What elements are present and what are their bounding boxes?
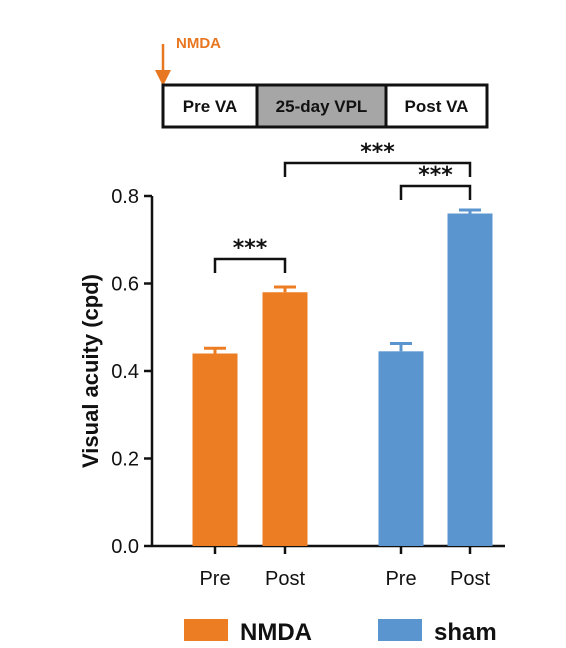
bar-sham-pre (378, 351, 424, 546)
y-tick-label: 0.4 (111, 361, 139, 383)
y-axis-title: Visual acuity (cpd) (78, 274, 103, 468)
timeline-box-vpl-label: 25-day VPL (276, 97, 368, 116)
significance-brackets: *** *** *** (213, 140, 472, 273)
timeline-box-pre-label: Pre VA (183, 97, 238, 116)
injection-arrow-icon (155, 44, 171, 86)
legend-label-nmda: NMDA (240, 619, 312, 646)
timeline-box-post (384, 83, 489, 129)
y-tick-label: 0.8 (111, 186, 139, 208)
timeline-box-post-label: Post VA (405, 97, 469, 116)
bars (192, 213, 493, 546)
y-ticks: 0.0 0.2 0.4 0.6 0.8 (111, 186, 152, 558)
legend-label-sham: sham (434, 619, 497, 646)
y-tick-label: 0.0 (111, 536, 139, 558)
x-ticks: Pre Post Pre Post (199, 546, 490, 590)
x-tick-label: Post (450, 568, 490, 590)
legend-swatch-sham (378, 619, 422, 641)
legend: NMDA sham (184, 619, 497, 646)
x-tick-label: Pre (385, 568, 416, 590)
x-tick-label: Pre (199, 568, 230, 590)
significance-stars: *** (233, 236, 268, 261)
bar-sham-post (447, 213, 493, 546)
bar-nmda-pre (192, 353, 238, 546)
significance-stars: *** (418, 163, 453, 188)
significance-bracket (399, 184, 472, 200)
injection-label: NMDA (176, 35, 221, 52)
significance-bracket (213, 257, 287, 273)
significance-stars: *** (360, 140, 395, 165)
legend-swatch-nmda (184, 619, 228, 641)
y-tick-label: 0.6 (111, 274, 139, 296)
timeline: NMDA Pre VA 25-day VPL Post VA (155, 35, 489, 129)
x-tick-label: Post (265, 568, 305, 590)
error-bars (204, 208, 481, 354)
bar-nmda-post (262, 292, 308, 546)
significance-bracket (283, 161, 472, 177)
y-tick-label: 0.2 (111, 449, 139, 471)
